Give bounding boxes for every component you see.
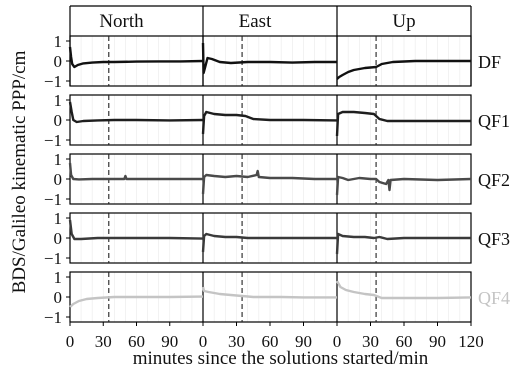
series-qf1-north — [68, 101, 204, 124]
x-tick-label: 0 — [333, 332, 342, 351]
series-qf1-east — [201, 110, 338, 135]
y-tick-label: −1 — [44, 249, 62, 268]
x-tick-label: 30 — [95, 332, 112, 351]
row-label-df: DF — [478, 52, 501, 72]
x-tick-label: 60 — [396, 332, 413, 351]
x-tick-label: 90 — [429, 332, 446, 351]
x-tick-label: 30 — [362, 332, 379, 351]
y-tick-label: −1 — [44, 72, 62, 91]
row-label-qf4: QF4 — [478, 288, 510, 308]
series-qf4-up — [335, 280, 472, 300]
column-title-east: East — [239, 11, 272, 32]
x-tick-label: 60 — [128, 332, 145, 351]
x-tick-label: 60 — [262, 332, 279, 351]
y-tick-label: −1 — [44, 131, 62, 150]
series-qf4-east — [201, 286, 337, 299]
series-qf3-up — [335, 232, 471, 255]
series-df-east — [201, 42, 337, 75]
series-qf3-north — [68, 219, 204, 241]
x-tick-label: 0 — [199, 332, 208, 351]
series-qf2-north — [68, 162, 203, 181]
y-tick-label: −1 — [44, 190, 62, 209]
y-tick-label: 0 — [54, 52, 63, 71]
series-qf1-up — [335, 110, 471, 137]
y-tick-label: 0 — [54, 229, 63, 248]
series-qf4-north — [69, 295, 204, 308]
x-tick-label: 0 — [66, 332, 75, 351]
row-label-qf3: QF3 — [478, 229, 510, 249]
y-tick-label: 1 — [54, 91, 63, 110]
column-title-up: Up — [392, 11, 415, 32]
y-axis-label: BDS/Galileo kinematic PPP/cm — [9, 50, 30, 293]
column-title-north: North — [99, 11, 144, 32]
x-tick-label: 90 — [295, 332, 312, 351]
series-qf2-up — [335, 175, 472, 196]
x-tick-label: 120 — [458, 332, 484, 351]
y-tick-label: 1 — [54, 209, 63, 228]
series-df-up — [336, 59, 471, 80]
y-tick-label: −1 — [44, 308, 62, 327]
row-label-qf2: QF2 — [478, 170, 510, 190]
x-tick-label: 30 — [228, 332, 245, 351]
y-tick-label: 1 — [54, 268, 63, 287]
y-tick-label: 1 — [54, 32, 63, 51]
x-axis-label: minutes since the solutions started/min — [133, 348, 429, 369]
y-tick-label: 0 — [54, 111, 63, 130]
series-qf2-east — [201, 169, 337, 195]
y-tick-label: 1 — [54, 150, 63, 169]
y-tick-label: 0 — [54, 170, 63, 189]
series-qf3-east — [201, 232, 337, 253]
y-tick-label: 0 — [54, 288, 63, 307]
x-tick-label: 90 — [161, 332, 178, 351]
row-label-qf1: QF1 — [478, 111, 510, 131]
series-df-north — [68, 46, 204, 69]
